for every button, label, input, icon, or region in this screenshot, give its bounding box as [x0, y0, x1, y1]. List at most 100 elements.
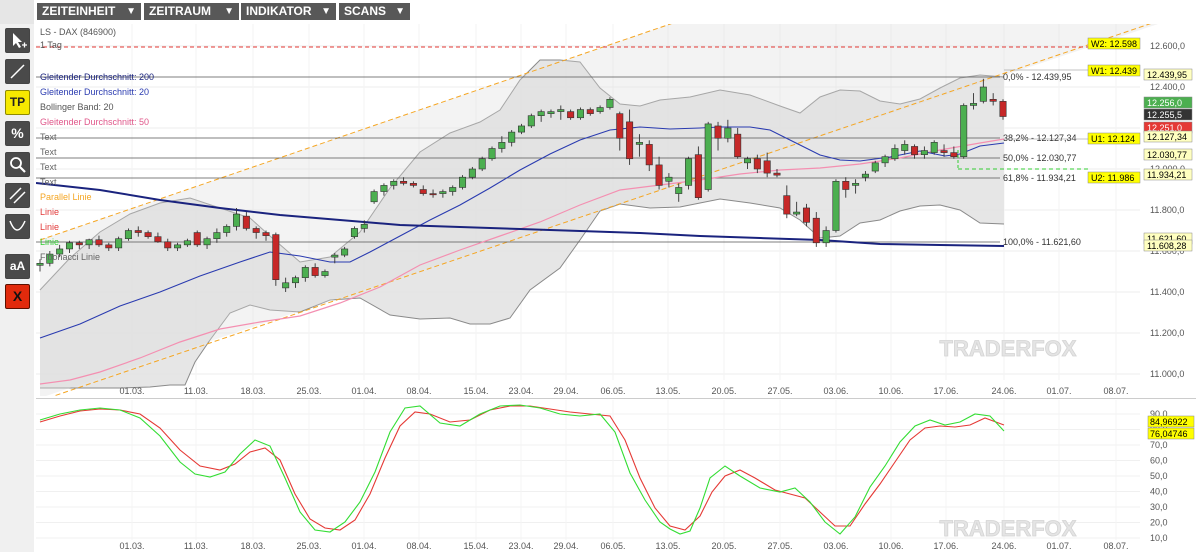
candle-body: [812, 217, 820, 244]
delete-tool-button[interactable]: X: [5, 284, 30, 309]
candle-body: [596, 107, 604, 112]
price-tag-label: W1: 12.439: [1091, 66, 1137, 76]
stochastic-chart[interactable]: 90,080,070,060,050,040,030,020,010,0 01.…: [36, 398, 1196, 552]
candle-body: [380, 185, 388, 192]
date-tick-label: 01.07.: [1046, 386, 1071, 396]
candle-body: [301, 267, 309, 278]
legend-item: Text: [40, 162, 57, 172]
line-tool-button[interactable]: [5, 59, 30, 84]
candle-body: [242, 215, 250, 229]
price-tag-label: U2: 11.986: [1091, 173, 1134, 183]
candle-body: [655, 164, 663, 186]
stoch-date-label: 20.05.: [711, 541, 736, 551]
moving-averages: [36, 126, 1005, 385]
candle-body: [282, 282, 290, 289]
candle-body: [871, 162, 879, 172]
stoch-date-label: 08.07.: [1103, 541, 1128, 551]
candle-body: [517, 125, 525, 133]
legend-item: Gleitender Durchschnitt: 20: [40, 87, 149, 97]
cursor-tool-button[interactable]: [5, 28, 30, 53]
candle-body: [557, 109, 565, 112]
candle-body: [360, 224, 368, 229]
cursor-tool-icon: [13, 33, 27, 48]
legend-item: Fibonacci Linie: [40, 252, 100, 262]
indicator-legend: LS - DAX (846900) 1 Tag Gleitender Durchsc…: [40, 27, 154, 262]
percent-tool-button[interactable]: %: [5, 121, 30, 146]
curve-tool-icon: [9, 220, 26, 231]
price-tag: [1143, 96, 1193, 109]
stochastic-tags: 84,96922 76,04746: [1147, 415, 1195, 440]
candle-body: [498, 142, 506, 149]
zoom-tool-button[interactable]: [5, 152, 30, 177]
parallel-tool-button[interactable]: [5, 183, 30, 208]
stoch-date-label: 01.04.: [351, 541, 376, 551]
menu-scans[interactable]: SCANS ▼: [339, 3, 410, 20]
candle-body: [930, 142, 938, 153]
candle-body: [350, 228, 358, 237]
candle-body: [488, 148, 496, 160]
menu-zeiteinheit[interactable]: ZEITEINHEIT ▼: [37, 3, 141, 20]
candle-body: [75, 242, 83, 246]
candle-body: [400, 181, 408, 184]
candle-body: [311, 267, 319, 276]
candle-body: [134, 230, 142, 233]
stoch-tick-label: 20,0: [1150, 518, 1168, 528]
candle-body: [842, 181, 850, 190]
candle-body: [321, 271, 329, 276]
horizontal-levels: [36, 46, 1140, 170]
date-tick-label: 27.05.: [767, 386, 792, 396]
date-axis: 01.03. 11.03. 18.03. 25.03. 01.04. 08.04. 15.0…: [119, 386, 1128, 396]
legend-item: Linie: [40, 237, 59, 247]
stoch-date-label: 23.04.: [508, 541, 533, 551]
menu-indikator[interactable]: INDIKATOR ▼: [241, 3, 336, 20]
line-tool-icon: [10, 64, 25, 79]
candle-body: [793, 211, 801, 215]
fib-label: 100,0% - 11.621,60: [1003, 237, 1081, 247]
fib-label: 61,8% - 11.934,21: [1003, 173, 1076, 183]
stoch-date-label: 29.04.: [553, 541, 578, 551]
candle-body: [753, 158, 761, 170]
candle-body: [124, 230, 132, 239]
legend-item: Parallel Linie: [40, 192, 92, 202]
legend-item: LS - DAX (846900): [40, 27, 116, 37]
bollinger-lower-line: [40, 198, 1005, 389]
candle-body: [85, 239, 93, 246]
date-tick-label: 13.05.: [655, 386, 680, 396]
candle-body: [901, 144, 909, 151]
legend-item: Text: [40, 147, 57, 157]
legend-item: Linie: [40, 222, 59, 232]
legend-item: Linie: [40, 207, 59, 217]
chevron-down-icon: ▼: [224, 6, 234, 17]
chevron-down-icon: ▼: [395, 6, 405, 17]
candle-body: [989, 99, 997, 102]
text-tool-button[interactable]: aA: [5, 254, 30, 279]
candle-body: [115, 238, 123, 249]
stoch-date-label: 17.06.: [933, 541, 958, 551]
stoch-tick-label: 30,0: [1150, 502, 1168, 512]
price-tag: [1143, 148, 1193, 161]
candle-body: [449, 187, 457, 192]
curve-tool-button[interactable]: [5, 214, 30, 239]
candle-body: [685, 158, 693, 186]
candle-body: [105, 244, 113, 249]
price-chart[interactable]: 0,0% - 12.439,95 38,2% - 12.127,34 50,0% -…: [36, 24, 1196, 396]
price-tick-label: 11.800,0: [1150, 205, 1184, 215]
menu-zeitraum[interactable]: ZEITRAUM ▼: [144, 3, 239, 20]
candle-body: [567, 111, 575, 119]
price-tag-label: U1: 12.124: [1091, 134, 1135, 144]
candle-body: [635, 142, 643, 145]
candle-body: [852, 183, 860, 186]
stoch-tag-label: 76,04746: [1150, 429, 1188, 439]
price-tag-label: 12.255,5: [1147, 110, 1182, 120]
candle-body: [979, 86, 987, 102]
tp-tool-button[interactable]: TP: [5, 90, 30, 115]
drawing-toolbar: TP % aA X: [0, 24, 34, 552]
candle-body: [252, 228, 260, 233]
candle-body: [183, 240, 191, 246]
date-tick-label: 01.04.: [351, 386, 376, 396]
candle-body: [783, 195, 791, 215]
candle-body: [36, 262, 44, 266]
stoch-date-label: 06.05.: [600, 541, 625, 551]
top-left-corner: [0, 0, 34, 24]
price-tag-label: 11.608,28: [1147, 241, 1186, 251]
